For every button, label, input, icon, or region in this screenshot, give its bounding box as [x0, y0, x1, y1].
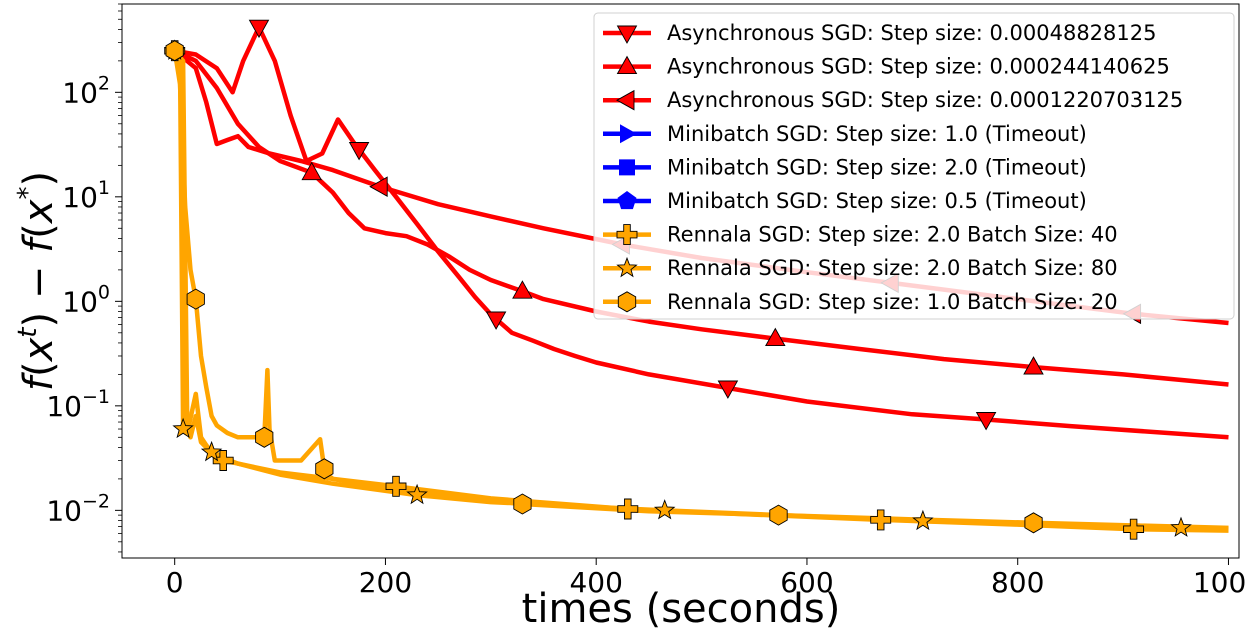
x-tick-label: 1000: [1193, 566, 1246, 599]
y-tick-label: 100: [62, 281, 110, 318]
series-marker-7: [912, 509, 934, 531]
series-marker-6: [870, 509, 892, 531]
series-marker-7: [406, 483, 428, 505]
legend-marker: [617, 191, 637, 210]
series-marker-7: [1170, 516, 1192, 537]
legend-entry: Asynchronous SGD: Step size: 0.000122070…: [667, 88, 1183, 112]
series-marker-7: [172, 417, 194, 439]
legend-entry: Rennala SGD: Step size: 1.0 Batch Size: …: [667, 290, 1118, 314]
legend-entry: Rennala SGD: Step size: 2.0 Batch Size: …: [667, 223, 1118, 247]
x-axis-label: times (seconds): [522, 586, 841, 632]
x-tick-label: 600: [780, 566, 833, 599]
series-marker-1: [765, 327, 786, 347]
series-marker-8: [315, 458, 334, 480]
legend-marker: [617, 291, 637, 313]
y-tick-label: 10−2: [46, 490, 110, 527]
legend-marker: [620, 124, 637, 144]
legend-marker: [619, 159, 635, 176]
series-marker-8: [165, 40, 184, 62]
x-tick-label: 800: [991, 566, 1044, 599]
legend-marker: [616, 89, 635, 111]
series-marker-6: [385, 475, 407, 497]
series-marker-8: [513, 493, 532, 515]
legend: Asynchronous SGD: Step size: 0.000488281…: [593, 12, 1235, 320]
legend-marker: [616, 224, 638, 246]
series-marker-0: [348, 142, 370, 161]
series-marker-0: [717, 380, 739, 399]
series-marker-8: [1024, 512, 1043, 534]
legend-marker: [616, 25, 638, 44]
legend-entry: Minibatch SGD: Step size: 0.5 (Timeout): [667, 189, 1087, 213]
y-tick-label: 102: [62, 72, 110, 109]
y-axis-label: f(xt) − f(x*): [13, 171, 62, 391]
legend-entry: Minibatch SGD: Step size: 1.0 (Timeout): [667, 122, 1087, 146]
series-marker-0: [248, 19, 270, 39]
legend-entry: Rennala SGD: Step size: 2.0 Batch Size: …: [667, 256, 1118, 280]
series-marker-8: [186, 288, 205, 310]
series-marker-1: [1023, 356, 1044, 375]
series-line-8: [172, 50, 1229, 531]
axes-ticks: 0 200 400 600 800 1000 10−2 10−1 100 101 102: [46, 3, 1246, 599]
x-tick-label: 200: [359, 566, 412, 599]
plot-frame: [121, 3, 1240, 559]
x-tick-label: 0: [166, 566, 184, 599]
series-marker-7: [653, 499, 676, 520]
legend-marker: [616, 55, 638, 75]
series-marker-1: [512, 280, 533, 299]
series-marker-6: [617, 498, 639, 520]
y-tick-label: 10−1: [46, 386, 110, 423]
legend-box: [593, 12, 1235, 320]
series-marker-0: [975, 412, 997, 431]
series-marker-8: [769, 504, 788, 526]
series-marker-2: [369, 176, 388, 197]
x-tick-label: 400: [569, 566, 622, 599]
legend-entry: Asynchronous SGD: Step size: 0.000488281…: [667, 21, 1157, 45]
series-marker-7: [200, 440, 223, 462]
series-marker-0: [485, 311, 507, 330]
series-marker-6: [1123, 518, 1145, 540]
series-marker-1: [301, 161, 322, 181]
svg-text:f(xt) − f(x*): f(xt) − f(x*): [13, 171, 62, 391]
y-tick-label: 101: [62, 177, 110, 214]
legend-marker: [616, 256, 638, 278]
series-marker-8: [255, 426, 274, 448]
legend-entry: Asynchronous SGD: Step size: 0.000244140…: [667, 55, 1170, 79]
legend-entry: Minibatch SGD: Step size: 2.0 (Timeout): [667, 155, 1087, 179]
